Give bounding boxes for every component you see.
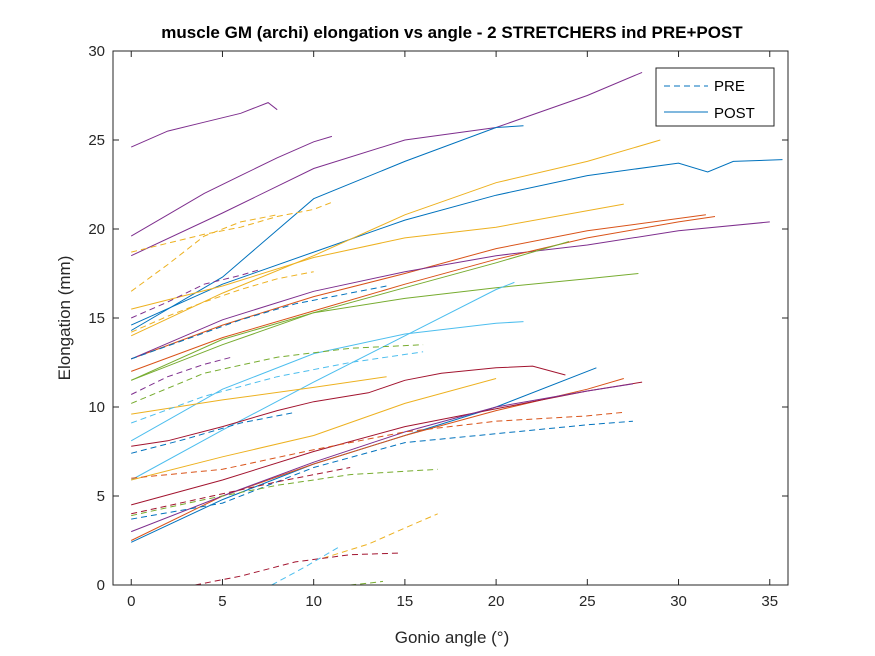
x-tick-label: 0 [127, 593, 135, 610]
legend-label-post: POST [714, 105, 755, 122]
y-tick-label: 25 [88, 132, 105, 149]
series-line-post-5 [130, 139, 661, 337]
series-line-post-9 [131, 216, 716, 372]
x-tick-label: 25 [579, 593, 596, 610]
series-line-post-1 [130, 135, 333, 237]
legend-label-pre: PRE [714, 78, 745, 95]
series-line-post-10 [130, 273, 639, 381]
series-line-post-6 [131, 203, 624, 310]
series-line-post-2 [130, 71, 643, 257]
series-line-pre-36 [271, 545, 342, 586]
series-line-post-14 [131, 376, 387, 415]
series-line-pre-33 [131, 467, 351, 515]
series-line-pre-29 [131, 411, 296, 454]
series-line-post-7 [131, 214, 706, 360]
series-line-pre-21 [131, 201, 333, 253]
y-axis-label: Elongation (mm) [55, 256, 74, 381]
x-tick-label: 20 [488, 593, 505, 610]
x-tick-label: 30 [670, 593, 687, 610]
series-line-post-16 [131, 378, 497, 481]
y-tick-label: 20 [88, 221, 105, 238]
series-line-pre-30 [131, 411, 624, 479]
axes-layer: 0 5 10 15 20 25 30 35 0 5 10 15 20 25 30 [88, 43, 789, 610]
x-tick-label: 5 [218, 593, 226, 610]
series-line-post-8 [131, 221, 770, 360]
y-tick-label: 15 [88, 310, 105, 327]
y-tick-label: 10 [88, 399, 105, 416]
series-line-pre-26 [130, 356, 232, 395]
series-line-post-3 [130, 125, 524, 331]
x-axis-label: Gonio angle (°) [395, 628, 510, 647]
chart-title: muscle GM (archi) elongation vs angle - … [161, 23, 743, 42]
series-line-pre-32 [131, 468, 438, 517]
legend: PRE POST [655, 67, 775, 127]
series-line-post-11 [131, 241, 570, 381]
series-layer [130, 71, 783, 586]
series-line-pre-24 [130, 271, 314, 333]
series-line-pre-22 [130, 214, 278, 292]
series-line-post-15 [131, 365, 566, 447]
series-line-pre-31 [131, 420, 633, 520]
y-tick-label: 0 [97, 577, 105, 594]
series-line-pre-35 [195, 552, 402, 586]
series-line-pre-34 [322, 513, 438, 559]
series-line-pre-23 [130, 269, 260, 319]
series-line-pre-27 [131, 351, 424, 424]
series-line-pre-25 [131, 285, 387, 360]
legend-box [655, 67, 775, 127]
x-tick-label: 35 [761, 593, 778, 610]
y-tick-label: 5 [97, 488, 105, 505]
series-line-pre-28 [131, 344, 424, 404]
series-line-post-0 [130, 102, 278, 148]
x-tick-label: 15 [397, 593, 414, 610]
series-line-post-12 [130, 281, 515, 481]
series-line-post-13 [130, 321, 524, 442]
series-line-post-4 [130, 159, 783, 326]
x-tick-label: 10 [305, 593, 322, 610]
y-tick-label: 30 [88, 43, 105, 60]
